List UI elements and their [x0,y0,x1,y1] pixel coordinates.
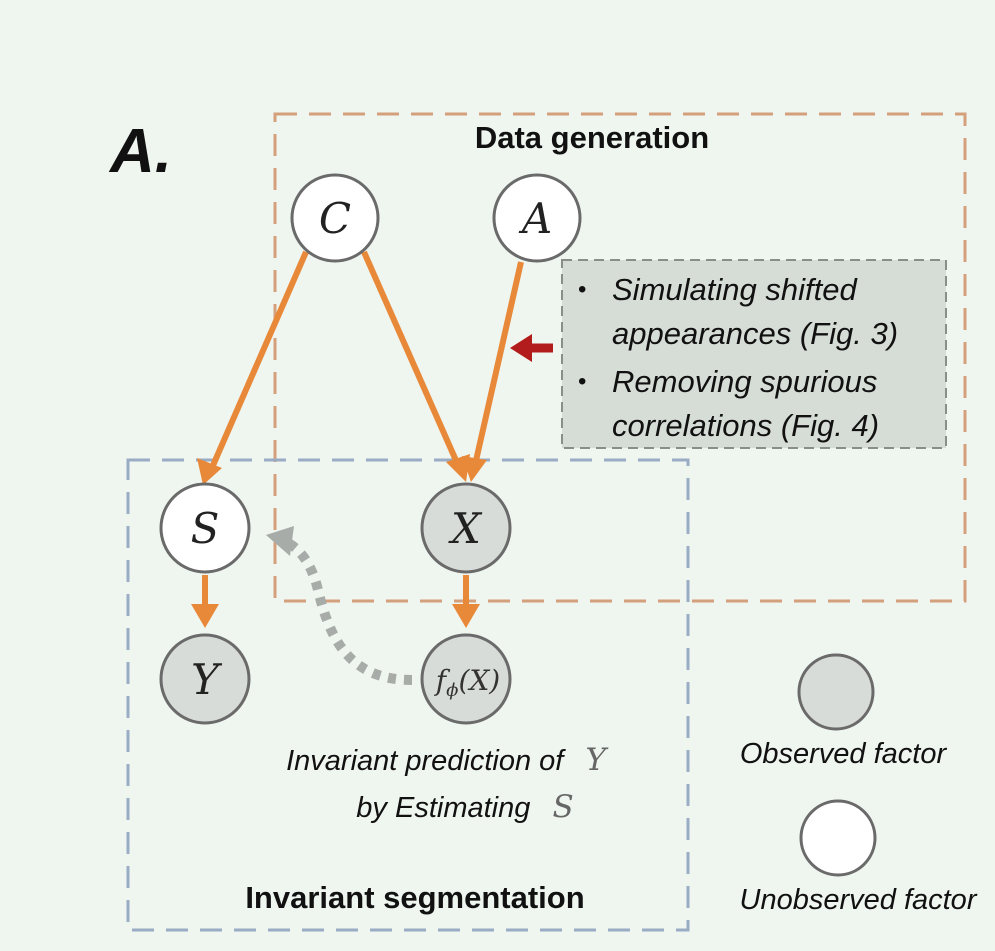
edge-s-to-y-head [191,604,219,628]
callout-item-1-line-1: Simulating shifted [612,272,858,307]
edge-a-to-x-head [462,456,487,482]
callout-item-2-line-1: Removing spurious [612,364,877,399]
edge-c-to-s-head [197,458,222,485]
node-f-phi-x: fϕ(X) [420,633,512,725]
caption-line-1-text: Invariant prediction of [286,745,566,777]
edge-f-to-s-dotted [283,537,413,685]
legend-unobserved-label: Unobserved factor [740,884,978,916]
legend-unobserved-swatch [799,799,877,877]
caption-line-2-symbol: S [552,789,573,825]
callout-bullet: • [578,368,586,395]
edge-c-to-s [208,250,309,472]
node-y: Y [159,633,251,725]
svg-text:by Estimating S: by Estimating S [356,789,573,825]
callout-bullet: • [578,276,586,303]
node-f-argument: (X) [458,664,500,697]
panel-label: A. [108,117,172,186]
callout-item-2-line-2: correlations (Fig. 4) [612,408,879,443]
callout-item-1-line-2: appearances (Fig. 3) [612,316,898,351]
node-c-label: C [319,194,351,243]
data-generation-title: Data generation [475,120,709,155]
node-s: S [159,482,251,574]
node-y-label: Y [191,655,223,704]
red-arrow-icon [510,334,553,362]
node-a-label: A [518,194,552,243]
node-s-label: S [191,504,220,553]
invariant-segmentation-box [126,458,690,932]
caption-line-2-text: by Estimating [356,792,530,824]
node-a: A [492,173,582,263]
edge-f-to-s-dotted-head [266,526,294,556]
callout-box [561,259,947,449]
invariant-segmentation-title: Invariant segmentation [245,880,584,915]
data-generation-box [273,112,967,603]
edge-x-to-f-head [452,604,480,628]
node-c: C [290,173,380,263]
node-x-label: X [448,504,483,553]
edge-c-to-x [361,250,461,467]
legend-observed-swatch [797,653,875,731]
svg-text:fϕ(X): fϕ(X) [434,664,500,701]
edge-a-to-x [472,261,524,466]
legend-observed-label: Observed factor [740,738,948,770]
caption-line-1-symbol: Y [585,742,608,778]
node-f-subscript: ϕ [446,680,458,701]
svg-text:Invariant prediction of Y: Invariant prediction of Y [286,742,608,778]
node-x: X [420,482,512,574]
